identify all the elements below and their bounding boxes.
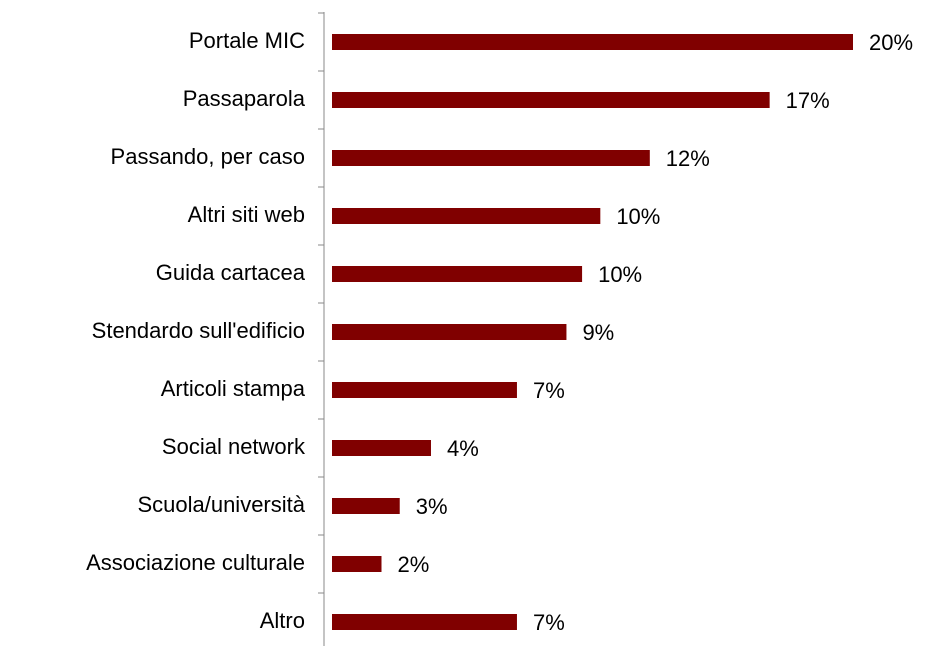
bar: [332, 34, 853, 50]
value-label: 4%: [447, 436, 479, 461]
bar: [332, 382, 517, 398]
bar: [332, 614, 517, 630]
bar: [332, 208, 601, 224]
bar: [332, 150, 650, 166]
bar: [332, 324, 567, 340]
bar: [332, 556, 382, 572]
value-label: 7%: [533, 610, 565, 635]
bar: [332, 92, 770, 108]
value-label: 10%: [616, 204, 660, 229]
value-label: 10%: [598, 262, 642, 287]
category-label: Stendardo sull'edificio: [92, 318, 305, 343]
bar: [332, 498, 400, 514]
category-label: Articoli stampa: [161, 376, 306, 401]
category-label: Passaparola: [183, 86, 306, 111]
category-label: Social network: [162, 434, 306, 459]
bar: [332, 440, 431, 456]
bar: [332, 266, 583, 282]
value-label: 3%: [416, 494, 448, 519]
category-label: Guida cartacea: [156, 260, 306, 285]
value-label: 17%: [786, 88, 830, 113]
value-label: 20%: [869, 30, 913, 55]
category-label: Portale MIC: [189, 28, 305, 53]
value-label: 7%: [533, 378, 565, 403]
category-label: Passando, per caso: [111, 144, 305, 169]
value-label: 12%: [666, 146, 710, 171]
value-label: 9%: [582, 320, 614, 345]
category-label: Scuola/università: [137, 492, 305, 517]
category-label: Associazione culturale: [86, 550, 305, 575]
category-label: Altri siti web: [188, 202, 305, 227]
category-label: Altro: [260, 608, 305, 633]
value-label: 2%: [397, 552, 429, 577]
